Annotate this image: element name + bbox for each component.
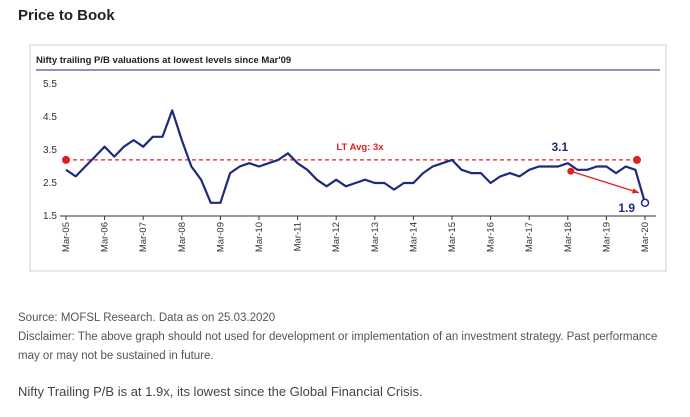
x-tick-label: Mar-08 <box>177 222 188 252</box>
x-tick-label: Mar-14 <box>408 222 419 252</box>
x-tick-label: Mar-11 <box>293 222 304 251</box>
data-line <box>65 109 647 204</box>
x-tick-label: Mar-18 <box>563 222 574 252</box>
x-tick-label: Mar-15 <box>447 222 458 252</box>
x-tick-label: Mar-10 <box>254 222 265 252</box>
end-marker <box>640 198 650 208</box>
chart-frame <box>29 44 667 272</box>
y-tick-label: 5.5 <box>43 79 57 90</box>
data-label: 1.9 <box>618 201 635 215</box>
x-tick-label: Mar-17 <box>524 222 535 252</box>
reference-dot <box>633 155 641 164</box>
lead-text: Nifty Trailing P/B is at 1.9x, its lowes… <box>18 384 423 399</box>
y-tick-label: 1.5 <box>43 211 57 222</box>
x-tick-label: Mar-19 <box>601 222 612 252</box>
data-label: 3.1 <box>551 140 568 154</box>
x-tick-label: Mar-20 <box>640 222 651 252</box>
arrow <box>570 170 640 194</box>
x-tick-label: Mar-16 <box>486 222 497 252</box>
page-title: Price to Book <box>18 7 115 24</box>
x-tick-label: Mar-09 <box>215 222 226 252</box>
y-tick-label: 4.5 <box>43 112 57 123</box>
x-tick-label: Mar-06 <box>100 222 111 252</box>
source: Source: MOFSL Research. Data as on 25.03… <box>18 312 276 324</box>
x-tick-label: Mar-05 <box>61 222 72 252</box>
chart-title: Nifty trailing P/B valuations at lowest … <box>36 55 291 66</box>
x-tick-label: Mar-12 <box>331 222 342 252</box>
y-tick-label: 3.5 <box>43 145 57 156</box>
x-tick-label: Mar-07 <box>138 222 149 252</box>
reference-dot <box>62 155 70 164</box>
reference-label: LT Avg: 3x <box>336 142 384 153</box>
arrow-head <box>632 188 639 194</box>
y-tick-label: 2.5 <box>43 178 57 189</box>
disclaimer: Disclaimer: The above graph should not u… <box>18 331 658 362</box>
x-tick-label: Mar-13 <box>370 222 381 252</box>
